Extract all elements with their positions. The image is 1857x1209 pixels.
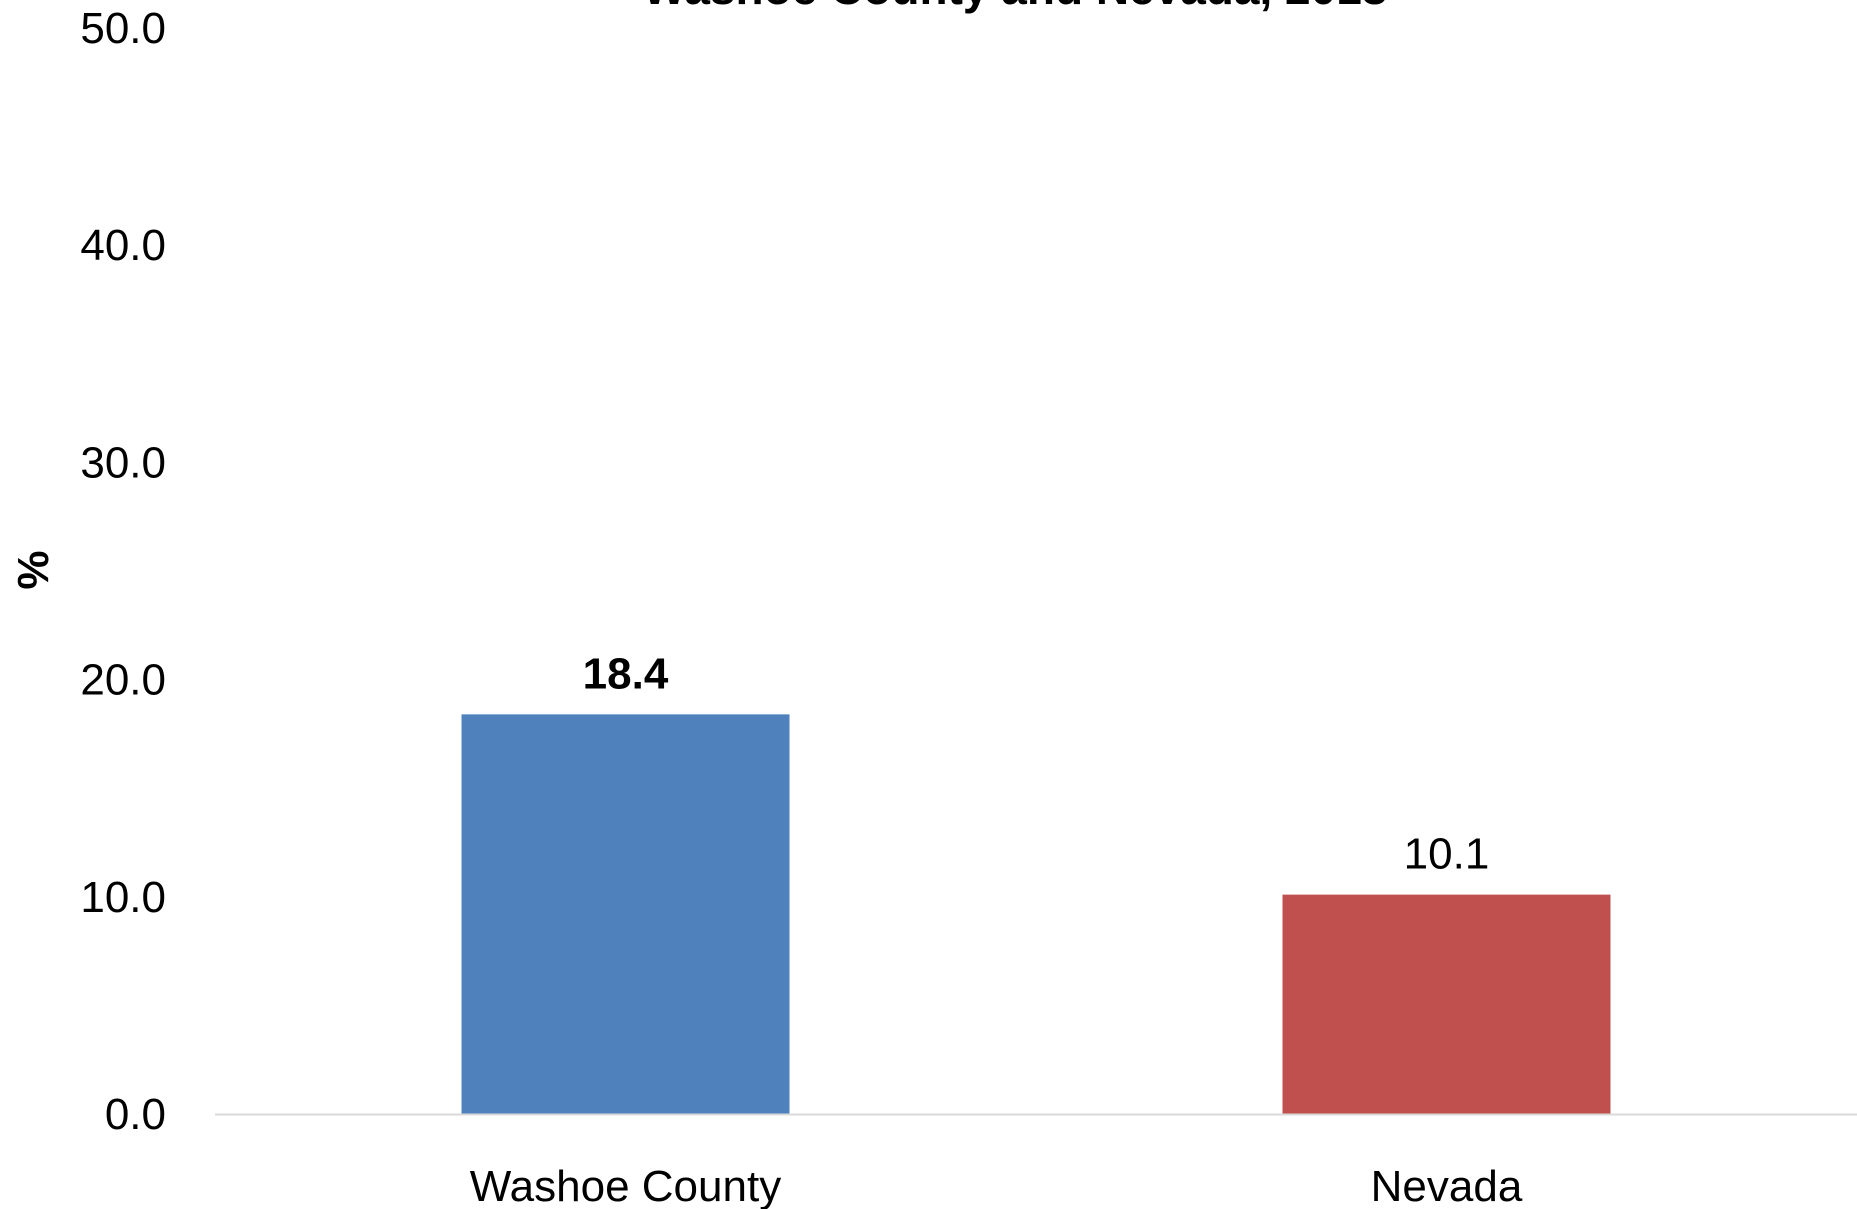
x-category-label: Nevada [1371,1162,1523,1209]
y-axis-label: % [9,550,58,589]
bar [461,714,790,1114]
y-tick-label: 20.0 [80,656,166,705]
bar-value-label: 10.1 [1404,830,1490,879]
bars [461,714,1611,1114]
y-tick-label: 30.0 [80,438,166,487]
x-category-label: Washoe County [470,1162,781,1209]
y-tick-label: 40.0 [80,221,166,270]
y-axis-ticks: 0.0 10.0 20.0 30.0 40.0 50.0 [80,4,166,1139]
category-labels: Washoe County Nevada [470,1162,1523,1209]
y-tick-label: 50.0 [80,4,166,53]
y-tick-label: 10.0 [80,873,166,922]
chart-title: Washoe County and Nevada, 2018 [643,0,1388,14]
data-labels: 18.4 10.1 [583,649,1490,878]
y-tick-label: 0.0 [105,1090,166,1139]
bar [1282,894,1611,1114]
bar-value-label: 18.4 [583,649,669,698]
